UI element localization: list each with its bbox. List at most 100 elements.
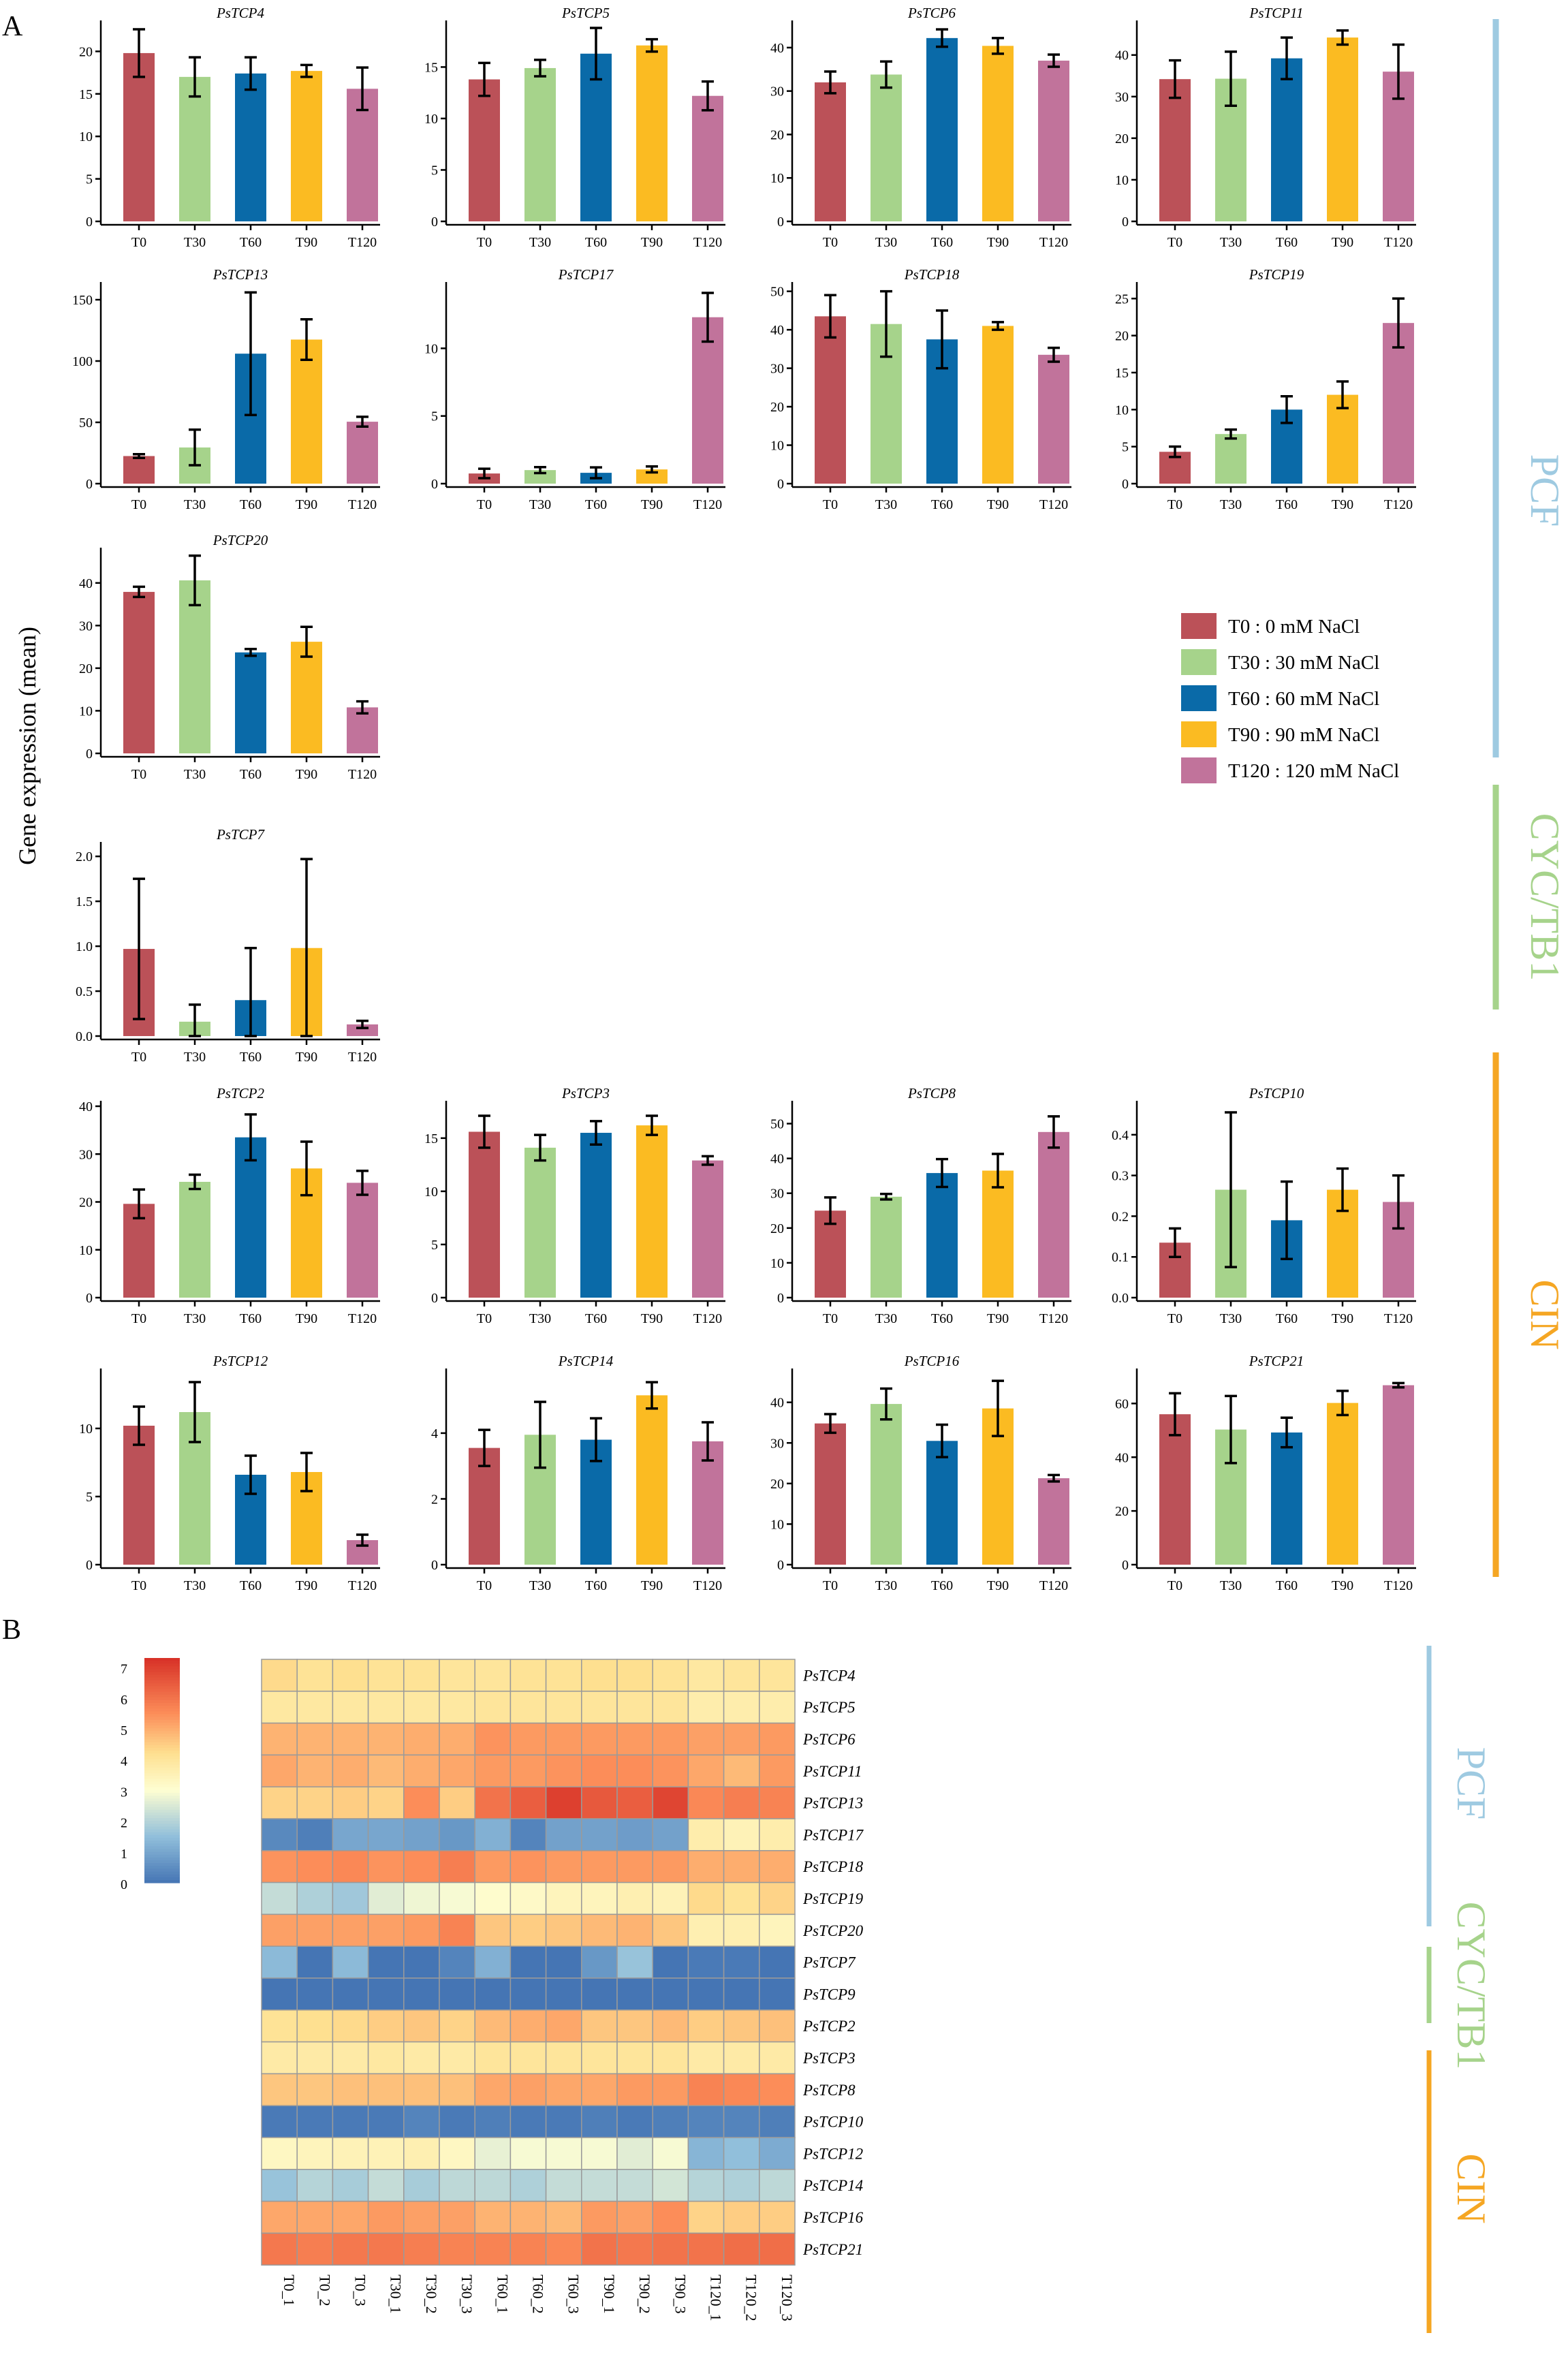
heatmap-cell [261, 1659, 298, 1692]
heatmap-cell [545, 1754, 582, 1787]
y-tick-label: 10 [424, 112, 438, 127]
x-tick-label: T30 [529, 235, 551, 250]
colorbar-segment [144, 1871, 180, 1875]
heatmap-cell [367, 1977, 405, 2011]
bar-t120 [347, 707, 378, 753]
heatmap-cell [509, 1977, 547, 2011]
heatmap-cell [759, 2137, 796, 2170]
heatmap-cell [474, 1881, 512, 1915]
heatmap-cell [367, 2041, 405, 2075]
bar-t60 [580, 53, 612, 221]
y-tick-label: 150 [72, 293, 93, 308]
bar-t120 [692, 1160, 723, 1298]
heatmap-cell [367, 2169, 405, 2202]
heatmap-cell [687, 1691, 725, 1724]
heatmap-cell [403, 1881, 440, 1915]
colorbar-segment [144, 1796, 180, 1799]
heatmap-cell [616, 2105, 653, 2138]
heatmap-cell [509, 1850, 547, 1883]
column-label-t60-2: T60_2 [530, 2274, 547, 2313]
bar-t120 [1383, 323, 1414, 484]
heatmap-cell [439, 2137, 475, 2170]
heatmap-cell [759, 1754, 796, 1787]
heatmap-cell [545, 2105, 582, 2138]
heatmap-cell [616, 2009, 653, 2043]
heatmap-cell [581, 2200, 618, 2234]
x-tick-label: T120 [348, 497, 377, 512]
heatmap-cell [687, 1850, 725, 1883]
y-tick-label: 0.3 [1112, 1169, 1129, 1184]
y-tick-label: 0 [1122, 1558, 1129, 1573]
x-tick-label: T120 [1039, 1578, 1068, 1593]
row-label-pstcp21: PsTCP21 [802, 2241, 863, 2258]
heatmap-cell [509, 2105, 547, 2138]
panel-pstcp20: PsTCP20 0 10 20 30 40 T0 T30 T60 T90 T120 [79, 532, 380, 782]
heatmap-cell [545, 1659, 582, 1692]
heatmap-cell [759, 1818, 796, 1851]
colorbar-segment [144, 1689, 180, 1693]
heatmap-cell [759, 1691, 796, 1724]
colorbar-tick-label: 7 [121, 1662, 127, 1677]
heatmap-cell [403, 1722, 440, 1756]
heatmap-cell [474, 1691, 512, 1724]
heatmap-cell [509, 2232, 547, 2266]
y-tick-label: 2.0 [76, 849, 93, 864]
x-tick-label: T30 [529, 1311, 551, 1326]
colorbar-segment [144, 1773, 180, 1777]
x-tick-label: T60 [1276, 497, 1298, 512]
colorbar-segment [144, 1806, 180, 1811]
panel-title: PsTCP11 [1249, 5, 1304, 21]
x-tick-label: T60 [931, 1311, 953, 1326]
x-tick-label: T30 [875, 1578, 897, 1593]
heatmap-cell [367, 2137, 405, 2170]
heatmap-cell [474, 2105, 512, 2138]
bar-t60 [235, 1137, 266, 1298]
heatmap-cell [652, 2009, 689, 2043]
bar-t0 [123, 1204, 155, 1298]
column-label-t30-1: T30_1 [388, 2274, 405, 2313]
heatmap-cell [261, 2232, 298, 2266]
heatmap-cell [403, 2232, 440, 2266]
row-label-pstcp12: PsTCP12 [802, 2145, 863, 2162]
heatmap-cell [332, 1754, 369, 1787]
row-label-pstcp8: PsTCP8 [802, 2082, 856, 2099]
heatmap-cell [296, 1754, 334, 1787]
legend-label-t0: T0 : 0 mM NaCl [1228, 616, 1360, 638]
y-tick-label: 20 [1115, 329, 1129, 344]
colorbar-segment [144, 1879, 180, 1883]
heatmap-cell [687, 1881, 725, 1915]
colorbar-segment [144, 1804, 180, 1808]
x-tick-label: T0 [1167, 235, 1182, 250]
y-tick-label: 0 [86, 215, 93, 230]
y-tick-label: 10 [424, 341, 438, 356]
x-tick-label: T90 [1332, 235, 1353, 250]
colorbar-tick-label: 5 [121, 1723, 127, 1738]
y-tick-label: 30 [79, 1147, 93, 1162]
heatmap-cell [545, 1786, 582, 1819]
x-tick-label: T90 [641, 497, 663, 512]
heatmap-cell [581, 1881, 618, 1915]
heatmap-cell [509, 1754, 547, 1787]
bar-t60 [1271, 1432, 1302, 1565]
heatmap-cell [367, 1945, 405, 1979]
heatmap-cell [652, 1659, 689, 1692]
heatmap-cell [509, 1722, 547, 1756]
heatmap-cell [759, 2105, 796, 2138]
x-tick-label: T60 [1276, 1578, 1298, 1593]
panel-pstcp12: PsTCP12 0 5 10 T0 T30 T60 T90 T120 [79, 1353, 380, 1593]
y-tick-label: 0.2 [1112, 1209, 1129, 1224]
heatmap-cell [403, 1818, 440, 1851]
bar-t0 [123, 456, 155, 484]
heatmap-cell [509, 1786, 547, 1819]
bar-t120 [347, 1024, 378, 1036]
colorbar-segment [144, 1722, 180, 1726]
x-tick-label: T120 [1039, 1311, 1068, 1326]
legend: T0 : 0 mM NaCl T30 : 30 mM NaCl T60 : 60 m… [1181, 613, 1399, 783]
panel-pstcp18: PsTCP18 0 10 20 30 40 50 T0 T30 T60 T90 T120 [770, 266, 1071, 512]
colorbar: 0 1 2 3 4 5 6 7 [121, 1658, 180, 1892]
heatmap-cell [367, 1913, 405, 1947]
panel-pstcp8: PsTCP8 0 10 20 30 40 50 T0 T30 T60 T90 T120 [770, 1085, 1071, 1326]
y-tick-label: 15 [79, 87, 93, 102]
heatmap-cell [296, 2073, 334, 2106]
column-label-t60-3: T60_3 [565, 2274, 582, 2313]
